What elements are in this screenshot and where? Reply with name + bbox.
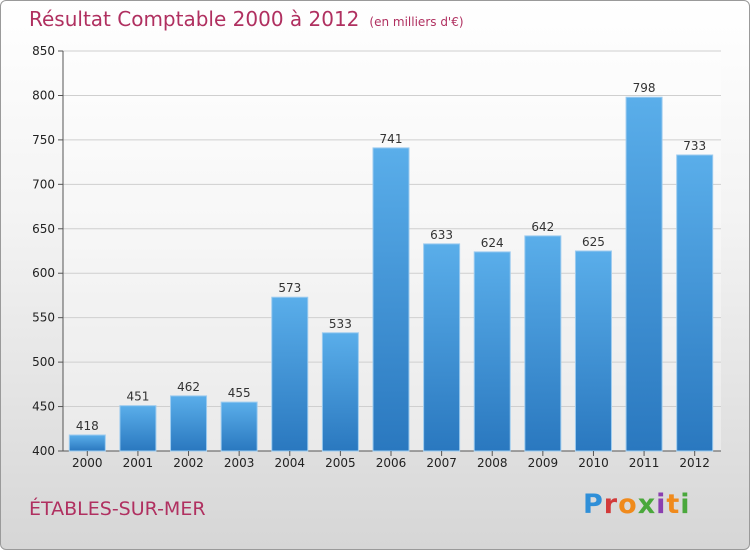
data-label-2007: 633 (430, 228, 453, 242)
city-name: ÉTABLES-SUR-MER (29, 498, 206, 520)
data-label-2008: 624 (481, 236, 504, 250)
y-tick-label-700: 700 (32, 177, 55, 191)
data-label-2001: 451 (126, 390, 149, 404)
y-tick-label-750: 750 (32, 133, 55, 147)
bar-2010 (574, 250, 612, 452)
data-label-2011: 798 (633, 81, 656, 95)
x-tick-label-2011: 2011 (629, 456, 660, 470)
data-label-2002: 462 (177, 380, 200, 394)
data-label-2005: 533 (329, 317, 352, 331)
y-tick-label-550: 550 (32, 311, 55, 325)
bar-2002 (170, 395, 208, 452)
x-tick-label-2008: 2008 (477, 456, 508, 470)
bar-2000 (68, 434, 106, 452)
data-label-2006: 741 (380, 132, 403, 146)
data-label-2000: 418 (76, 419, 99, 433)
chart-title-text: Résultat Comptable 2000 à 2012 (29, 7, 360, 31)
data-label-2012: 733 (683, 139, 706, 153)
data-label-2003: 455 (228, 386, 251, 400)
bar-2006 (372, 147, 410, 452)
y-tick-label-650: 650 (32, 222, 55, 236)
x-tick-label-2006: 2006 (376, 456, 407, 470)
proxiti-logo: Proxiti (583, 489, 691, 520)
bar-2009 (524, 235, 562, 452)
bar-2004 (271, 296, 309, 452)
bar-2001 (119, 405, 157, 452)
y-tick-label-400: 400 (32, 444, 55, 458)
y-tick-label-500: 500 (32, 355, 55, 369)
chart-title: Résultat Comptable 2000 à 2012 (en millie… (29, 7, 464, 31)
bar-2012 (676, 154, 714, 452)
x-tick-label-2005: 2005 (325, 456, 356, 470)
y-tick-label-850: 850 (32, 44, 55, 58)
x-tick-label-2010: 2010 (578, 456, 609, 470)
x-tick-label-2012: 2012 (679, 456, 710, 470)
x-tick-label-2001: 2001 (123, 456, 154, 470)
bar-2003 (220, 401, 258, 452)
bar-2011 (625, 96, 663, 452)
data-label-2004: 573 (278, 281, 301, 295)
x-tick-label-2002: 2002 (173, 456, 204, 470)
bar-2005 (321, 332, 359, 452)
x-tick-label-2007: 2007 (426, 456, 457, 470)
x-tick-label-2000: 2000 (72, 456, 103, 470)
x-tick-label-2004: 2004 (274, 456, 305, 470)
data-label-2009: 642 (531, 220, 554, 234)
y-tick-label-800: 800 (32, 88, 55, 102)
y-tick-label-450: 450 (32, 400, 55, 414)
bar-2008 (473, 251, 511, 452)
x-tick-label-2009: 2009 (528, 456, 559, 470)
bar-2007 (423, 243, 461, 452)
x-tick-label-2003: 2003 (224, 456, 255, 470)
y-tick-label-600: 600 (32, 266, 55, 280)
data-label-2010: 625 (582, 235, 605, 249)
chart-subtitle: (en milliers d'€) (369, 15, 464, 29)
